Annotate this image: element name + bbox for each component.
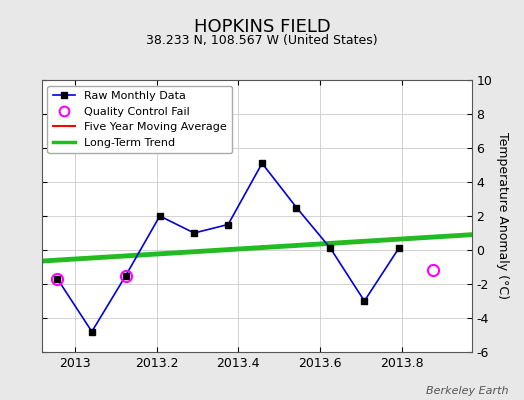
Text: HOPKINS FIELD: HOPKINS FIELD <box>194 18 330 36</box>
Text: 38.233 N, 108.567 W (United States): 38.233 N, 108.567 W (United States) <box>146 34 378 47</box>
Y-axis label: Temperature Anomaly (°C): Temperature Anomaly (°C) <box>496 132 509 300</box>
Legend: Raw Monthly Data, Quality Control Fail, Five Year Moving Average, Long-Term Tren: Raw Monthly Data, Quality Control Fail, … <box>48 86 233 153</box>
Text: Berkeley Earth: Berkeley Earth <box>426 386 508 396</box>
